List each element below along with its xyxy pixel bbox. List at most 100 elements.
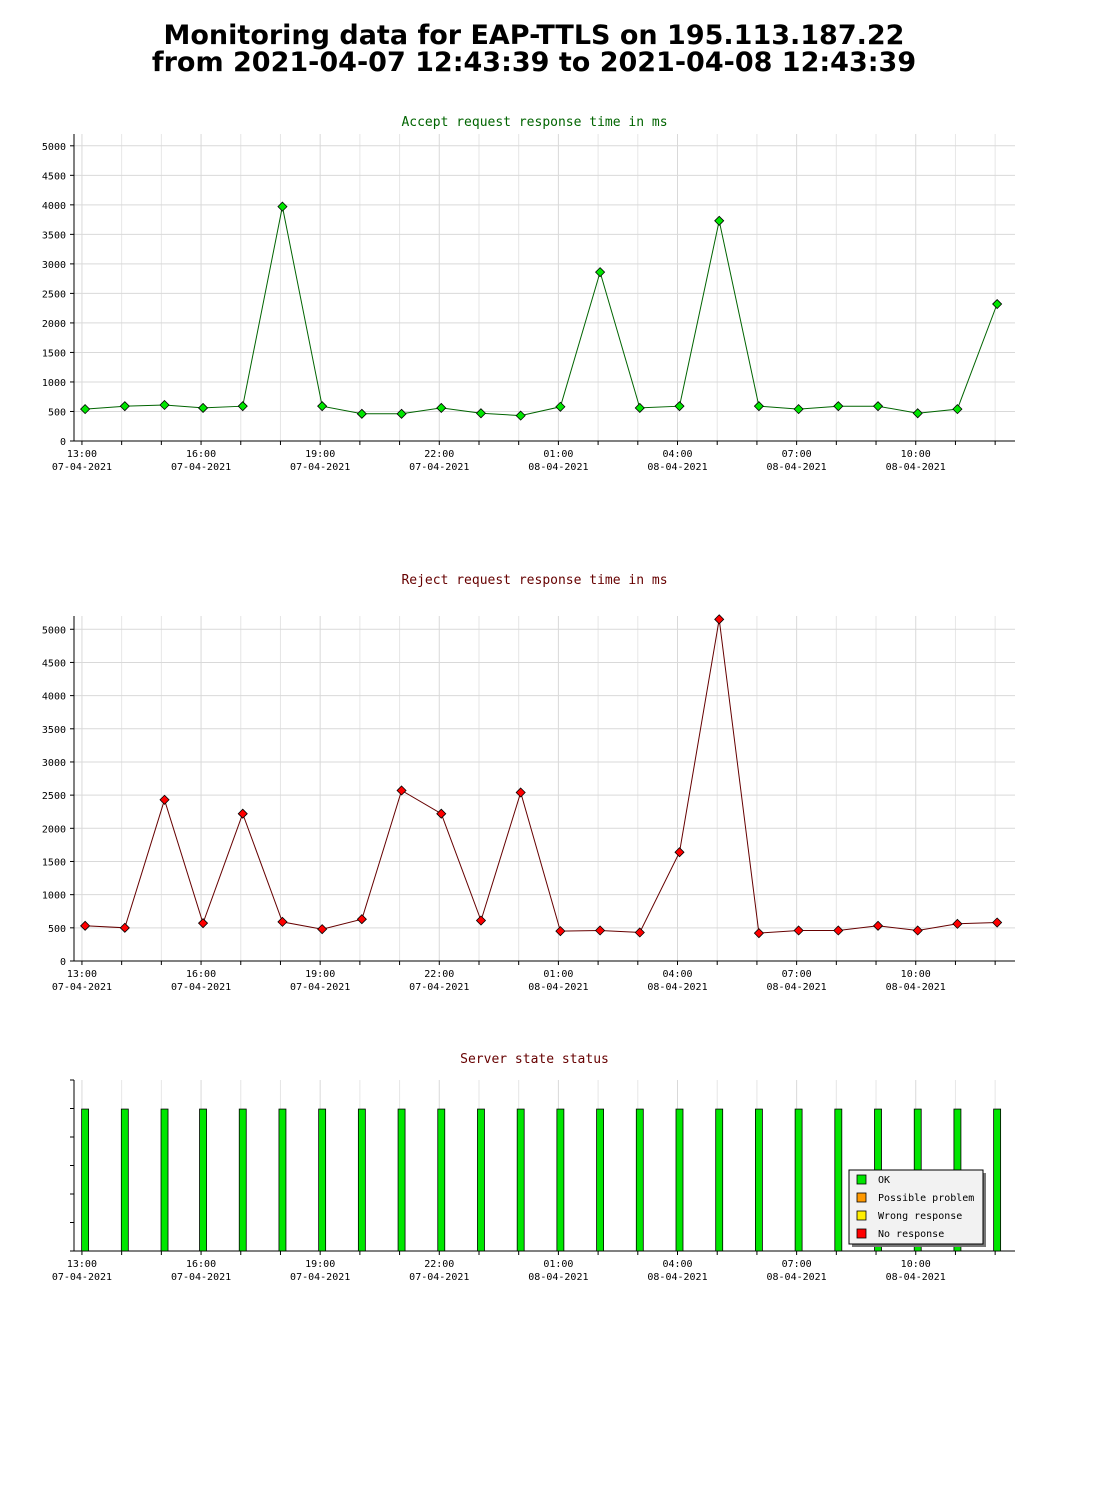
data-point xyxy=(912,925,923,936)
x-tick-label-time: 16:00 xyxy=(186,969,216,980)
legend-box xyxy=(848,1169,984,1245)
x-tick-label-time: 22:00 xyxy=(424,1259,454,1270)
x-tick-label-time: 16:00 xyxy=(186,449,216,460)
x-tick-label-date: 07-04-2021 xyxy=(52,462,112,473)
y-tick-label: 2000 xyxy=(42,319,66,330)
data-point xyxy=(753,401,764,412)
reject-response-chart: Reject request response time in ms 0 500 10… xyxy=(42,573,1015,993)
y-tick-label: 1000 xyxy=(42,891,66,902)
status-bar xyxy=(397,1108,406,1252)
data-point xyxy=(80,920,91,931)
x-tick-label-date: 07-04-2021 xyxy=(409,1272,469,1283)
data-point xyxy=(317,401,328,412)
data-point xyxy=(475,408,487,419)
page-title: Monitoring data for EAP-TTLS on 195.113.… xyxy=(0,22,1068,76)
y-tick-label: 2000 xyxy=(42,824,66,835)
data-point xyxy=(872,920,884,931)
data-point xyxy=(197,402,209,414)
legend-label: OK xyxy=(878,1175,890,1186)
data-point xyxy=(555,926,566,937)
status-bar xyxy=(120,1108,129,1252)
x-tick-label-time: 10:00 xyxy=(901,449,931,460)
y-tick-label: 500 xyxy=(48,924,66,935)
accept-response-chart: Accept request response time in ms 0 500 10… xyxy=(42,115,1015,473)
data-point xyxy=(80,404,91,415)
y-tick-label: 3500 xyxy=(42,725,66,736)
series-line xyxy=(85,206,998,417)
legend-label: No response xyxy=(878,1229,944,1240)
data-point xyxy=(595,925,606,936)
page-title-line1: Monitoring data for EAP-TTLS on 195.113.… xyxy=(163,20,905,51)
data-point xyxy=(159,399,170,411)
x-tick-label-date: 08-04-2021 xyxy=(767,1272,827,1283)
y-tick-label: 3500 xyxy=(42,230,66,241)
x-tick-label-time: 13:00 xyxy=(67,449,97,460)
y-tick-label: 4500 xyxy=(42,171,66,182)
data-point xyxy=(555,401,566,412)
x-tick-label-date: 07-04-2021 xyxy=(409,462,469,473)
x-tick-label-time: 19:00 xyxy=(305,969,335,980)
y-tick-label: 5000 xyxy=(42,142,66,153)
status-bar xyxy=(160,1108,169,1252)
data-point xyxy=(595,267,606,278)
y-tick-label: 3000 xyxy=(42,260,66,271)
x-tick-label-time: 04:00 xyxy=(662,1259,692,1270)
data-point xyxy=(952,918,963,929)
status-bar xyxy=(278,1108,287,1252)
data-point xyxy=(793,925,804,936)
x-tick-label-date: 08-04-2021 xyxy=(886,1272,946,1283)
data-point xyxy=(436,808,447,819)
x-tick-label-date: 07-04-2021 xyxy=(290,1272,350,1283)
x-tick-label-time: 19:00 xyxy=(305,449,335,460)
y-tick-label: 2500 xyxy=(42,791,66,802)
data-point xyxy=(634,927,645,938)
data-point xyxy=(714,614,725,625)
status-bar xyxy=(357,1108,366,1252)
x-tick-label-date: 08-04-2021 xyxy=(886,462,946,473)
status-bar xyxy=(318,1108,327,1252)
data-point xyxy=(356,408,367,419)
legend-swatch xyxy=(856,1192,867,1203)
data-point xyxy=(119,401,130,412)
status-bar xyxy=(516,1108,525,1252)
x-tick-label-time: 22:00 xyxy=(424,969,454,980)
x-tick-label-date: 07-04-2021 xyxy=(409,982,469,993)
y-tick-label: 0 xyxy=(60,437,66,448)
data-point xyxy=(356,914,367,925)
x-tick-label-date: 07-04-2021 xyxy=(290,982,350,993)
x-tick-label-date: 07-04-2021 xyxy=(171,462,231,473)
y-tick-label: 5000 xyxy=(42,625,66,636)
x-tick-label-date: 08-04-2021 xyxy=(886,982,946,993)
data-point xyxy=(992,298,1003,310)
status-bar xyxy=(993,1108,1002,1252)
data-point xyxy=(396,785,407,796)
data-point xyxy=(833,925,844,936)
legend-label: Wrong response xyxy=(878,1211,962,1222)
status-bar xyxy=(635,1108,644,1252)
data-point xyxy=(515,410,526,421)
server-state-chart: Server state status 13:00 07-04-2021 16:00 0… xyxy=(52,1052,1015,1283)
y-tick-label: 1500 xyxy=(42,348,66,359)
y-tick-label: 1500 xyxy=(42,857,66,868)
y-tick-label: 4000 xyxy=(42,692,66,703)
data-point xyxy=(674,847,685,858)
x-tick-label-date: 07-04-2021 xyxy=(290,462,350,473)
data-point xyxy=(277,201,288,212)
x-tick-label-date: 07-04-2021 xyxy=(171,1272,231,1283)
data-point xyxy=(793,404,804,415)
status-bar xyxy=(556,1108,565,1252)
data-point xyxy=(634,402,645,414)
x-tick-label-date: 08-04-2021 xyxy=(767,982,827,993)
x-tick-label-date: 08-04-2021 xyxy=(528,1272,588,1283)
x-tick-label-date: 07-04-2021 xyxy=(52,982,112,993)
status-bar xyxy=(794,1108,803,1252)
status-bar xyxy=(715,1108,724,1252)
data-point xyxy=(237,401,248,412)
x-tick-label-date: 08-04-2021 xyxy=(528,462,588,473)
status-bar xyxy=(755,1108,763,1252)
x-tick-label-time: 22:00 xyxy=(424,449,454,460)
x-tick-label-time: 10:00 xyxy=(901,1259,931,1270)
data-point xyxy=(952,404,963,415)
y-tick-label: 3000 xyxy=(42,758,66,769)
x-tick-label-time: 13:00 xyxy=(67,1259,97,1270)
